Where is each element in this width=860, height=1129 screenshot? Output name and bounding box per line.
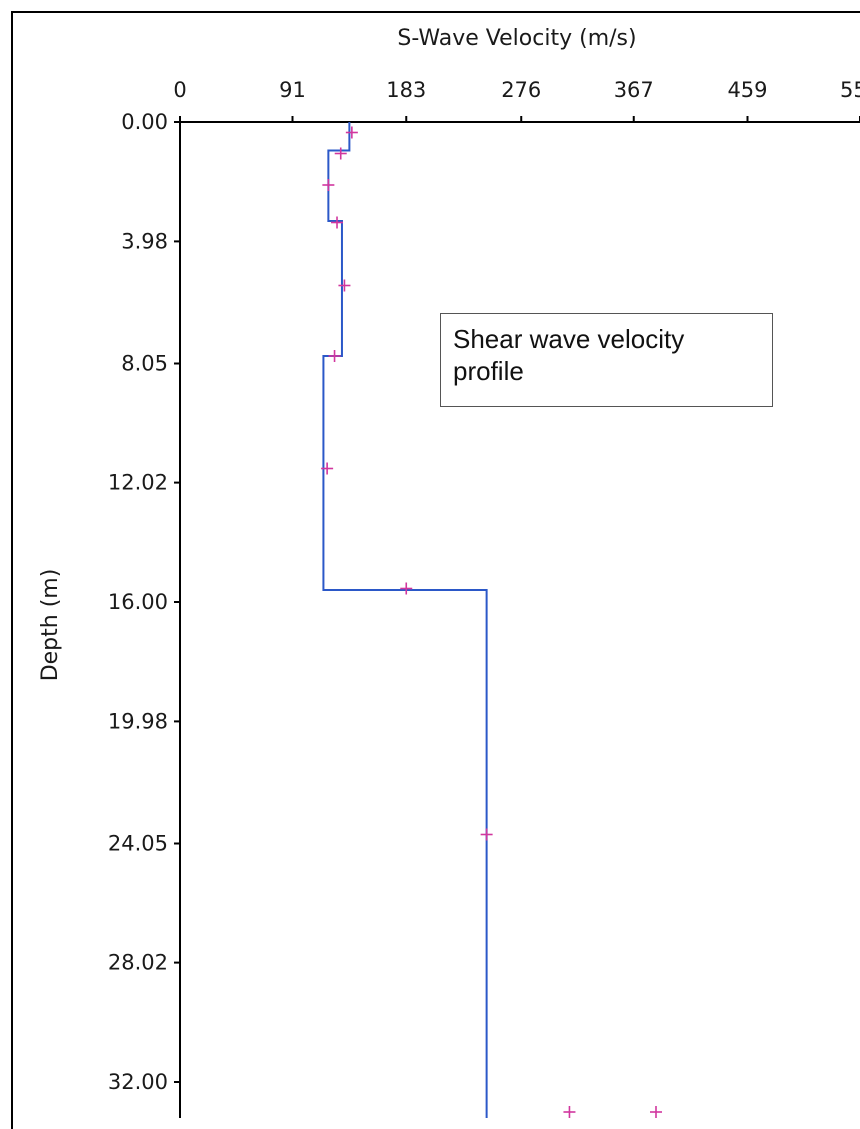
x-tick-label: 183	[386, 78, 426, 102]
y-tick-label: 0.00	[121, 110, 168, 134]
x-tick-label: 276	[501, 78, 541, 102]
data-point-marker	[338, 279, 351, 292]
data-point-marker	[400, 582, 413, 595]
data-point-marker	[345, 126, 358, 139]
data-point-marker	[563, 1106, 576, 1118]
x-tick-label: 91	[279, 78, 306, 102]
y-axis: 0.00 3.98 8.05 12.02 16.00 19.98 24.05 28.02 32.…	[108, 110, 181, 1118]
data-point-marker	[328, 350, 341, 362]
annotation-text: Shear wave velocity profile	[453, 324, 685, 386]
velocity-profile	[322, 122, 488, 1118]
y-tick-label: 3.98	[121, 229, 168, 253]
y-axis-title: Depth (m)	[38, 569, 63, 682]
data-markers	[321, 126, 662, 1118]
data-point-marker	[480, 828, 493, 841]
x-tick-label: 0	[173, 78, 186, 102]
velocity-step-line	[322, 122, 488, 1118]
x-axis-title: S-Wave Velocity (m/s)	[397, 26, 636, 51]
x-tick-label: 550	[840, 78, 860, 102]
x-axis: 0 91 183 276 367 459 550	[173, 78, 860, 123]
chart-frame	[11, 11, 860, 1129]
data-point-marker	[650, 1106, 662, 1118]
y-tick-label: 24.05	[108, 832, 168, 856]
y-tick-label: 28.02	[108, 951, 168, 975]
data-point-marker	[322, 179, 335, 191]
data-point-marker	[334, 147, 347, 160]
annotation-box: Shear wave velocity profile	[440, 313, 773, 407]
data-point-marker	[321, 462, 334, 475]
y-tick-label: 8.05	[121, 352, 168, 376]
x-tick-label: 459	[727, 78, 767, 102]
data-point-marker	[331, 216, 344, 229]
y-tick-label: 16.00	[108, 590, 168, 614]
x-tick-label: 367	[614, 78, 654, 102]
y-tick-label: 19.98	[108, 709, 168, 733]
y-tick-label: 12.02	[108, 471, 168, 495]
y-tick-label: 32.00	[108, 1070, 168, 1094]
